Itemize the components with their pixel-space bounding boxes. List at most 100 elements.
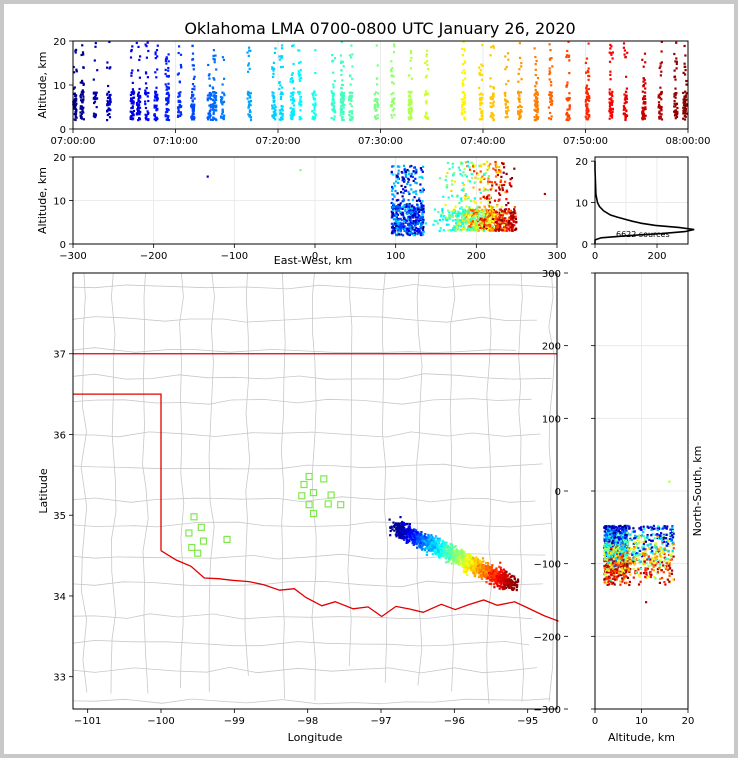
plan-view-point	[420, 531, 423, 534]
plan-view-point	[389, 526, 392, 529]
alt-time-point	[568, 98, 571, 101]
alt-time-point	[424, 90, 427, 93]
plan-view-point	[499, 580, 503, 583]
ew-point	[499, 208, 502, 211]
county-line	[72, 553, 546, 560]
alt-time-point	[165, 103, 168, 106]
ew-point	[453, 211, 456, 214]
ew-point	[465, 216, 468, 219]
plan-view-point	[402, 523, 405, 526]
alt-time-point	[300, 76, 303, 79]
alt-time-point	[341, 60, 344, 63]
alt-time-point	[407, 109, 410, 113]
alt-time-point	[492, 100, 495, 103]
plan-view-point	[428, 540, 431, 543]
county-line	[518, 272, 525, 702]
plan-view-point	[427, 549, 430, 552]
county-line	[110, 272, 117, 694]
ew-point	[403, 179, 406, 182]
ew-point	[491, 220, 494, 223]
alt-time-point	[291, 101, 294, 105]
plan-view-point	[478, 560, 481, 563]
alt-time-point	[340, 110, 343, 113]
alt-time-point	[80, 112, 83, 115]
alt-time-point	[164, 111, 168, 114]
alt-time-point	[274, 105, 277, 109]
plan-view-point	[419, 541, 422, 544]
ew-point	[456, 194, 459, 197]
alt-time-point	[479, 99, 483, 102]
ew-point	[513, 210, 516, 213]
plan-view-point	[438, 537, 441, 540]
alt-time-point	[206, 94, 209, 97]
plan-view-point	[424, 537, 427, 540]
plan-view-point	[399, 516, 402, 519]
ew-point	[392, 218, 395, 221]
alt-time-point	[657, 96, 660, 99]
ew-point	[411, 214, 414, 217]
alt-time-point	[376, 77, 379, 80]
alt-time-point	[208, 93, 211, 96]
ew-point	[456, 226, 459, 229]
alt-time-point	[568, 104, 571, 107]
alt-time-point	[682, 106, 685, 109]
plan-view-point	[446, 555, 449, 559]
plan-view-point	[461, 551, 465, 554]
alt-time-point	[507, 58, 510, 61]
plan-view-point	[493, 586, 496, 589]
alt-time-point	[492, 44, 495, 47]
alt-time-point	[550, 102, 554, 105]
alt-time-point	[549, 94, 552, 97]
plan-view-point	[447, 551, 450, 554]
plan-view-point	[431, 545, 434, 548]
alt-time-point	[425, 60, 429, 63]
ew-point	[416, 229, 419, 232]
ew-point	[496, 173, 499, 177]
alt-time-point	[623, 106, 626, 109]
alt-time-point	[75, 102, 78, 105]
ew-point	[446, 216, 449, 219]
alt-time-point	[624, 56, 627, 59]
plan-view-point	[464, 571, 467, 574]
alt-time-point	[584, 103, 588, 106]
ew-point	[396, 207, 399, 210]
ew-point	[408, 223, 411, 226]
alt-time-point	[660, 118, 664, 121]
plan-view-point	[475, 565, 478, 568]
alt-time-point	[144, 82, 148, 85]
ew-point	[476, 218, 479, 221]
plan-view-point	[418, 546, 421, 549]
ew-point	[472, 209, 475, 212]
alt-time-point	[73, 102, 76, 105]
plan-view-point	[407, 526, 410, 529]
ew-point	[460, 228, 463, 232]
alt-time-point	[682, 112, 685, 115]
plan-view-point	[402, 521, 405, 525]
ns-point	[649, 560, 652, 563]
plan-view-point	[400, 523, 403, 526]
plan-view-point	[412, 543, 415, 546]
alt-time-point	[73, 92, 76, 95]
ew-point	[400, 219, 403, 222]
alt-time-point	[178, 81, 181, 84]
alt-time-point	[191, 118, 194, 121]
alt-time-point	[535, 60, 538, 63]
plan-view-point	[488, 574, 491, 577]
alt-time-point	[351, 53, 354, 56]
alt-time-point	[489, 77, 492, 80]
alt-time-point	[425, 100, 428, 103]
alt-time-point	[131, 81, 134, 84]
ew-point	[409, 184, 412, 187]
alt-time-point	[624, 114, 627, 117]
plan-view-point	[466, 567, 469, 570]
alt-time-point	[682, 101, 685, 104]
ew-point	[399, 221, 402, 224]
stations	[185, 472, 345, 557]
alt-time-point	[520, 110, 523, 113]
ew-point	[407, 223, 410, 226]
ew-point	[416, 222, 419, 225]
alt-time-point	[106, 103, 109, 106]
ew-point	[449, 215, 452, 218]
alt-time-point	[642, 77, 645, 80]
ew-point	[465, 205, 468, 208]
